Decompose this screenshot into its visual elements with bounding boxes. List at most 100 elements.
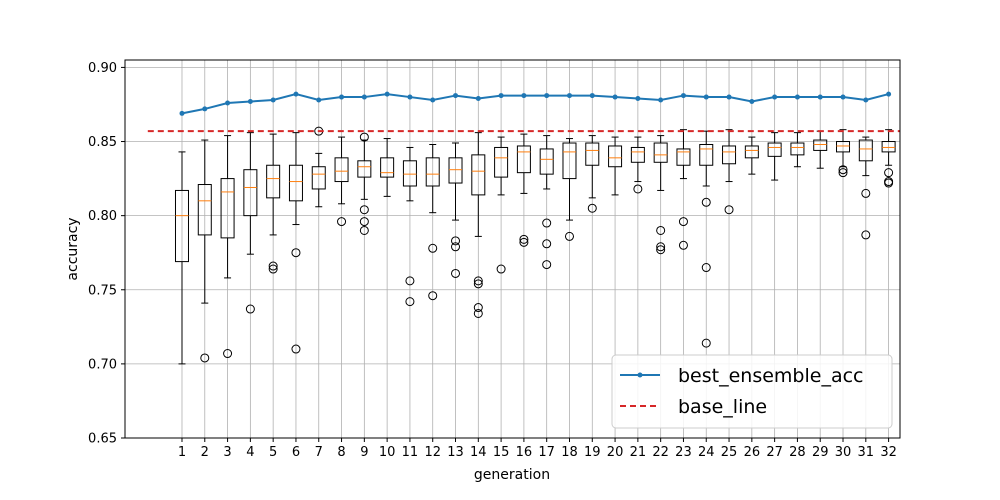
best-ensemble-marker — [886, 91, 892, 97]
best-ensemble-marker — [475, 96, 481, 102]
x-tick-label: 13 — [447, 445, 464, 460]
best-ensemble-marker — [179, 110, 185, 116]
best-ensemble-marker — [498, 93, 504, 99]
x-tick-label: 2 — [201, 445, 209, 460]
y-tick-label: 0.80 — [88, 209, 117, 224]
outlier-point — [223, 349, 233, 359]
best-ensemble-marker — [817, 94, 823, 100]
box-iqr — [608, 145, 623, 168]
box-iqr — [266, 164, 281, 199]
x-tick-label: 5 — [269, 445, 277, 460]
outlier-point — [428, 243, 438, 253]
outlier-point — [564, 231, 574, 241]
series-lines — [147, 91, 900, 133]
x-tick-label: 27 — [766, 445, 783, 460]
outlier-point — [473, 303, 483, 313]
best-ensemble-marker — [225, 100, 231, 106]
outlier-point — [359, 225, 369, 235]
legend-marker-best-ensemble — [637, 372, 643, 378]
best-ensemble-marker — [840, 94, 846, 100]
x-tick-label: 1 — [178, 445, 186, 460]
best-ensemble-line — [181, 93, 889, 115]
outlier-point — [359, 132, 369, 142]
y-axis-label: accuracy — [65, 217, 81, 280]
box-iqr — [425, 157, 440, 187]
outlier-point — [656, 225, 666, 235]
x-tick-label: 23 — [675, 445, 692, 460]
outlier-point — [268, 264, 278, 274]
best-ensemble-marker — [407, 94, 413, 100]
best-ensemble-marker — [703, 94, 709, 100]
box-iqr — [243, 169, 258, 217]
outlier-point — [496, 264, 506, 274]
x-axis-ticks: 1 2 3 4 5 6 7 8 9 10 11 12 13 14 15 16 17 18 19 20 21 22 23 24 2… — [178, 438, 897, 460]
x-tick-label: 19 — [584, 445, 601, 460]
outlier-point — [451, 242, 461, 252]
box-iqr — [676, 148, 691, 166]
box-iqr — [197, 184, 212, 236]
best-ensemble-marker — [589, 93, 595, 99]
outlier-point — [678, 240, 688, 250]
outlier-point — [701, 263, 711, 273]
outlier-point — [633, 184, 643, 194]
best-ensemble-marker — [270, 97, 276, 103]
y-tick-label: 0.70 — [88, 357, 117, 372]
outlier-point — [405, 297, 415, 307]
best-ensemble-marker — [316, 97, 322, 103]
x-axis-label: generation — [474, 467, 550, 483]
outlier-point — [451, 268, 461, 278]
best-ensemble-marker — [384, 91, 390, 97]
legend-label-base-line: base_line — [678, 396, 767, 418]
outlier-point — [542, 239, 552, 249]
outlier-point — [861, 230, 871, 240]
best-ensemble-marker — [521, 93, 527, 99]
y-axis-ticks: 0.65 0.70 0.75 0.80 0.85 0.90 — [88, 61, 125, 447]
outlier-point — [428, 291, 438, 301]
outlier-point — [838, 165, 848, 175]
outlier-point — [245, 304, 255, 314]
box-iqr — [813, 139, 828, 151]
best-ensemble-marker — [658, 97, 664, 103]
x-tick-label: 32 — [880, 445, 897, 460]
box-iqr — [858, 139, 873, 162]
box-iqr — [881, 141, 896, 153]
outlier-point — [268, 261, 278, 271]
box-iqr — [630, 146, 645, 163]
outlier-point — [291, 248, 301, 258]
x-tick-label: 9 — [360, 445, 368, 460]
box-iqr — [562, 142, 577, 180]
outlier-point — [861, 188, 871, 198]
outlier-point — [359, 217, 369, 227]
best-ensemble-marker — [202, 106, 208, 112]
outlier-point — [587, 203, 597, 213]
outlier-point — [656, 242, 666, 252]
best-ensemble-marker — [453, 93, 459, 99]
best-ensemble-marker — [544, 93, 550, 99]
x-tick-label: 31 — [858, 445, 875, 460]
outlier-point — [451, 236, 461, 246]
x-tick-label: 4 — [246, 445, 254, 460]
outlier-point — [542, 218, 552, 228]
box-iqr — [311, 166, 326, 190]
x-tick-label: 10 — [379, 445, 396, 460]
outlier-point — [884, 168, 894, 178]
x-tick-label: 29 — [812, 445, 829, 460]
outlier-point — [337, 217, 347, 227]
box-iqr — [767, 142, 782, 157]
outlier-point — [200, 353, 210, 363]
outlier-point — [678, 217, 688, 227]
outlier-point — [656, 245, 666, 255]
outlier-point — [724, 205, 734, 215]
best-ensemble-marker — [339, 94, 345, 100]
outlier-point — [884, 178, 894, 188]
box-iqr — [722, 145, 737, 165]
box-iqr — [334, 157, 349, 183]
box-iqr — [471, 154, 486, 196]
y-tick-label: 0.65 — [88, 432, 117, 447]
best-ensemble-marker — [361, 94, 367, 100]
box-iqr — [288, 164, 303, 202]
x-tick-label: 28 — [789, 445, 806, 460]
outlier-point — [519, 234, 529, 244]
best-ensemble-marker — [772, 94, 778, 100]
